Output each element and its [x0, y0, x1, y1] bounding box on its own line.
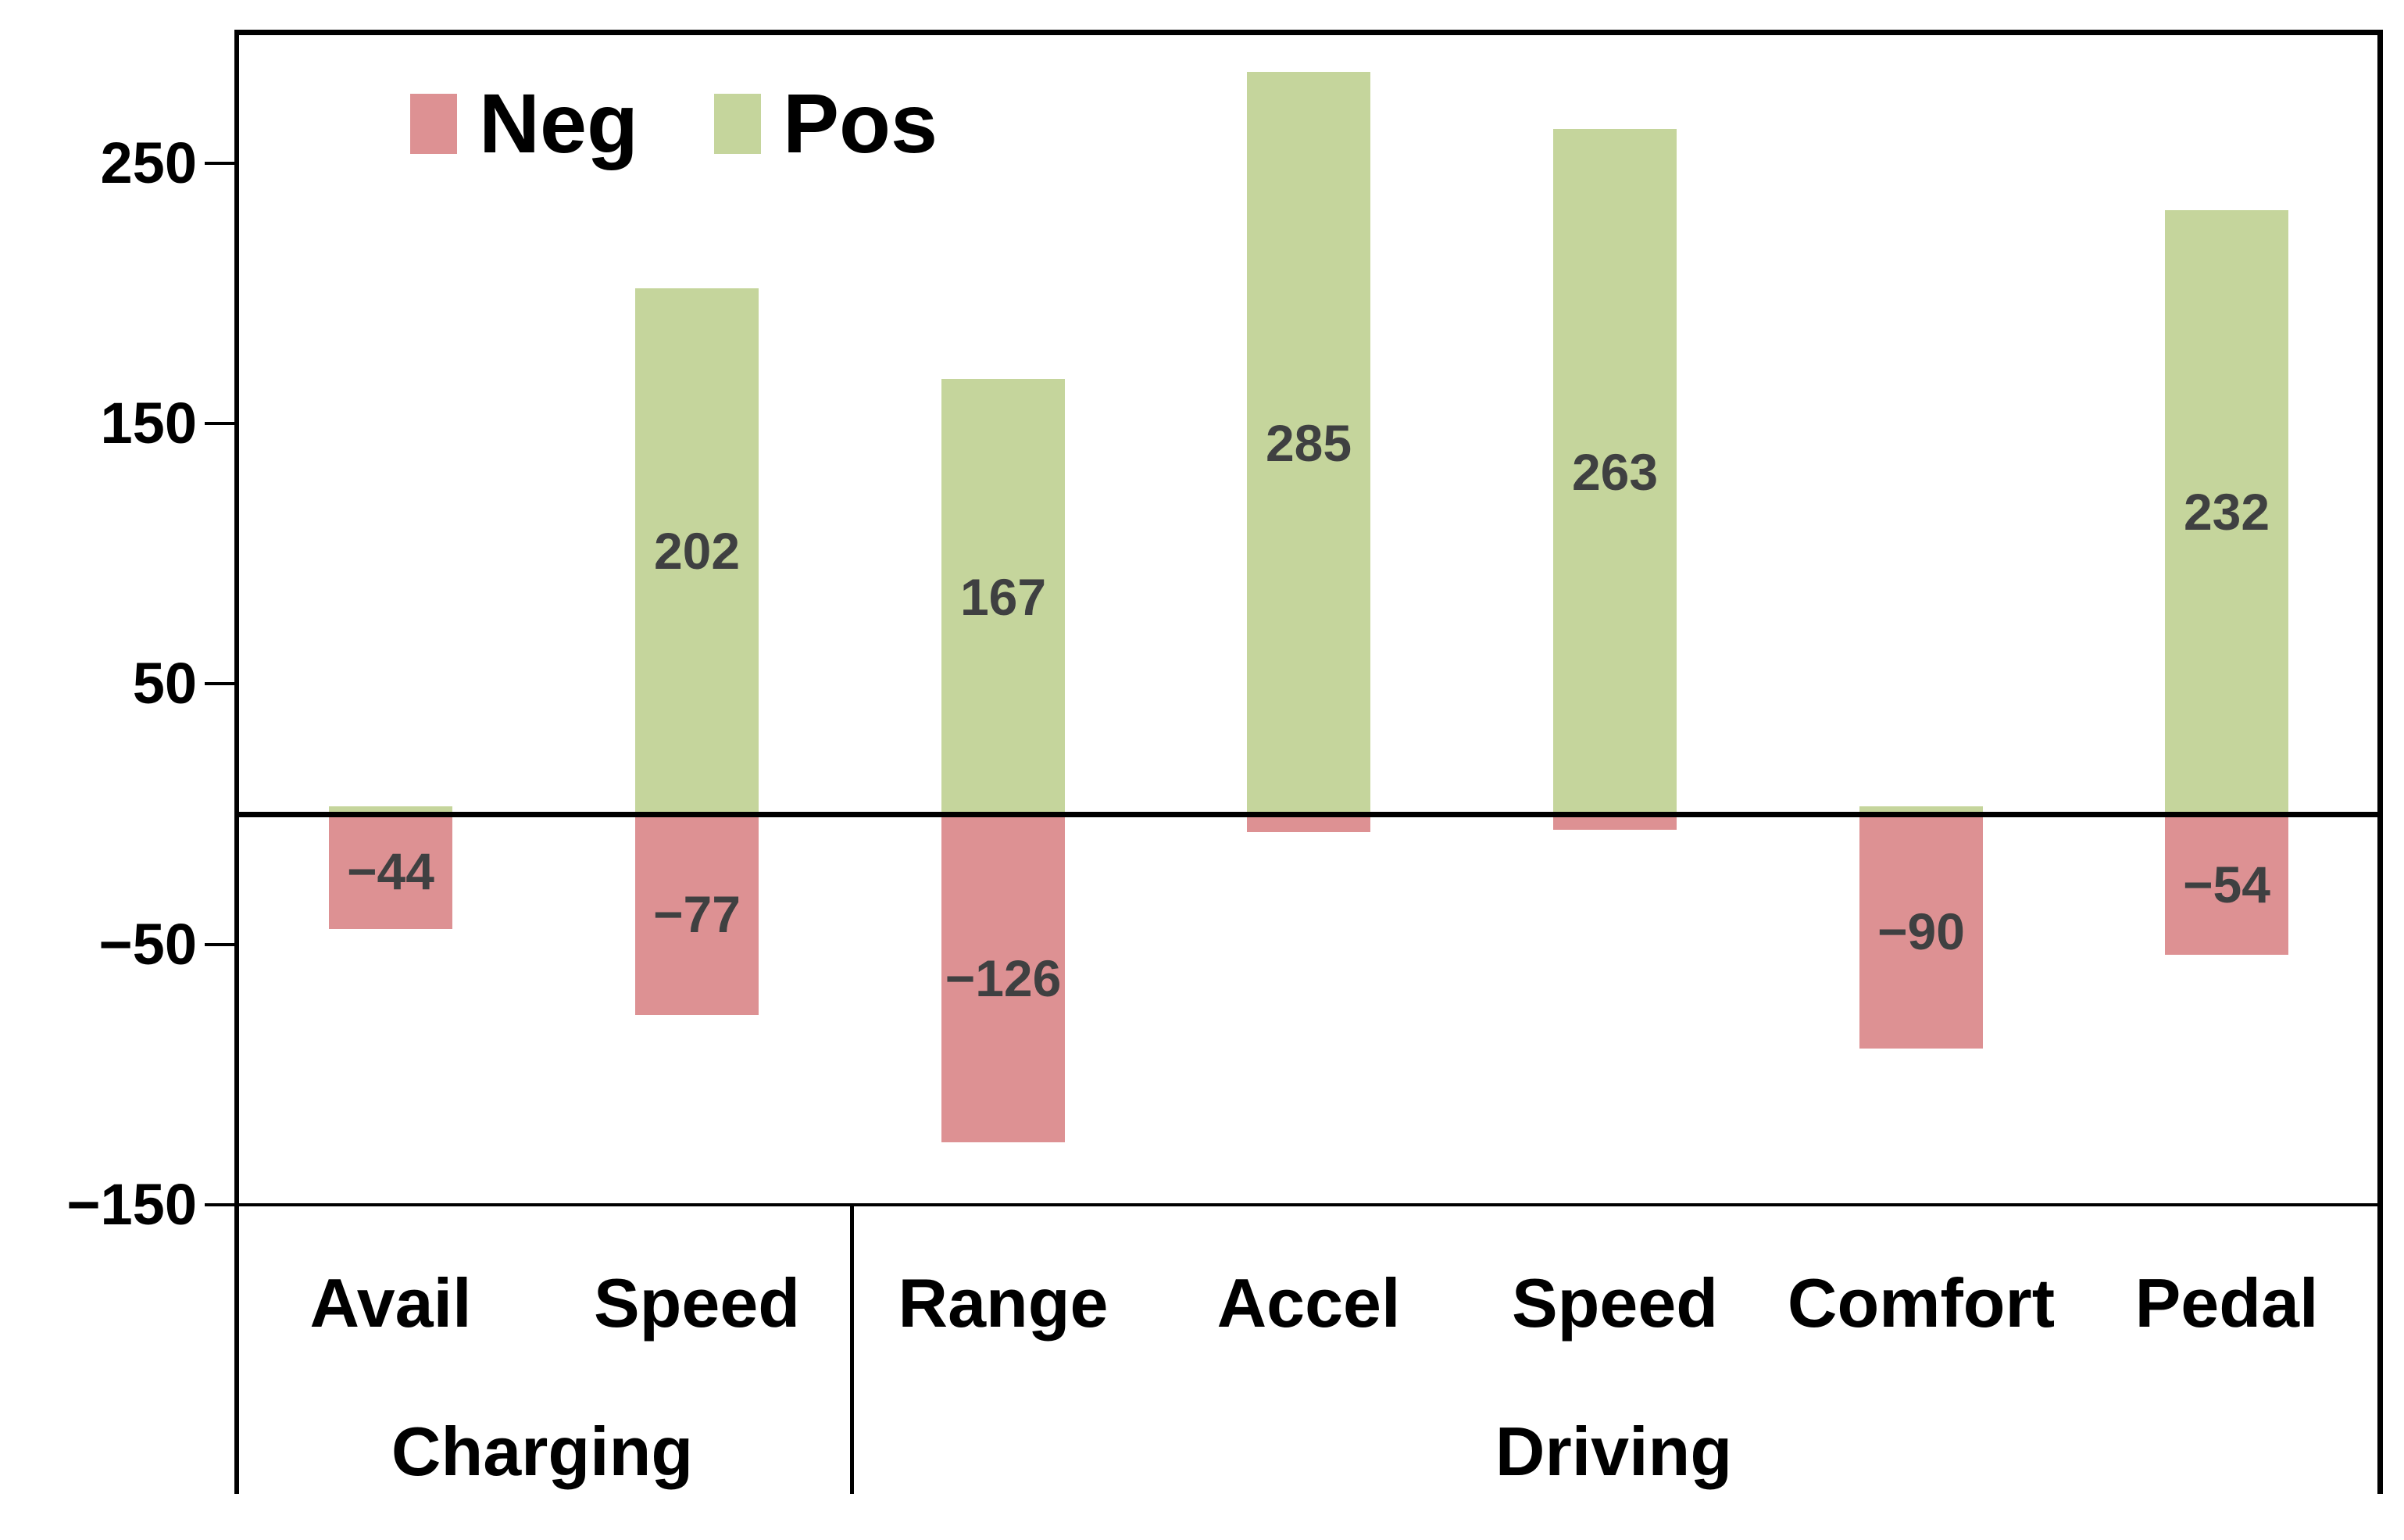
bar-pos-range-2: [941, 379, 1065, 814]
category-label-avail-0: Avail: [309, 1264, 472, 1342]
bar-neg-range-2: [941, 814, 1065, 1142]
group-label-charging: Charging: [391, 1413, 694, 1490]
legend-label-neg: Neg: [479, 76, 639, 170]
group-label-driving: Driving: [1495, 1413, 1733, 1490]
bar-neg-comfort-5: [1859, 814, 1983, 1049]
bar-pos-speed-1: [635, 288, 759, 814]
plot-frame-right: [2377, 30, 2383, 1494]
data-label-pos-6: 232: [2183, 483, 2270, 541]
data-label-pos-2: 167: [959, 567, 1047, 626]
legend-label-pos: Pos: [783, 76, 938, 170]
legend-swatch-neg: [410, 93, 457, 154]
data-label-pos-4: 263: [1571, 442, 1659, 501]
y-tick--50: [205, 942, 239, 946]
category-label-speed-1: Speed: [593, 1264, 801, 1342]
category-label-range-2: Range: [898, 1264, 1109, 1342]
bar-pos-accel-3: [1247, 72, 1370, 814]
bar-neg-speed-4: [1553, 814, 1677, 830]
category-label-accel-3: Accel: [1216, 1264, 1401, 1342]
data-label-pos-3: 285: [1265, 414, 1352, 472]
y-axis-line: [234, 30, 239, 1494]
y-tick--150: [205, 1203, 239, 1206]
plot-frame-top: [234, 30, 2383, 35]
bar-neg-avail-0: [329, 814, 452, 929]
bar-neg-pedal-6: [2165, 814, 2288, 955]
legend-swatch-pos: [714, 93, 761, 154]
legend-item-neg: Neg: [410, 76, 639, 170]
category-label-pedal-6: Pedal: [2134, 1264, 2319, 1342]
y-tick-label-50: 50: [132, 651, 197, 716]
category-label-speed-4: Speed: [1511, 1264, 1719, 1342]
x-baseline: [234, 1203, 2377, 1206]
y-tick-label-150: 150: [100, 391, 197, 456]
category-label-comfort-5: Comfort: [1787, 1264, 2056, 1342]
group-divider: [850, 1205, 854, 1494]
data-label-neg-5: −90: [1877, 902, 1965, 960]
zero-line: [234, 812, 2377, 817]
data-label-neg-1: −77: [653, 885, 741, 944]
data-label-neg-6: −54: [2183, 856, 2270, 913]
data-label-neg-2: −126: [945, 949, 1062, 1007]
y-tick-label--150: −150: [66, 1172, 197, 1237]
bar-pos-speed-4: [1553, 129, 1677, 814]
legend-item-pos: Pos: [714, 76, 938, 170]
bar-pos-pedal-6: [2165, 209, 2288, 814]
bar-pos-avail-0: [329, 806, 452, 814]
y-tick-label--50: −50: [98, 911, 197, 977]
y-tick-50: [205, 682, 239, 686]
data-label-neg-0: −44: [347, 842, 434, 901]
y-tick-150: [205, 422, 239, 425]
bar-neg-speed-1: [635, 814, 759, 1015]
bar-neg-accel-3: [1247, 814, 1370, 833]
y-tick-label-250: 250: [100, 130, 197, 195]
y-tick-250: [205, 161, 239, 165]
bar-pos-comfort-5: [1859, 806, 1983, 814]
data-label-pos-1: 202: [653, 522, 741, 581]
